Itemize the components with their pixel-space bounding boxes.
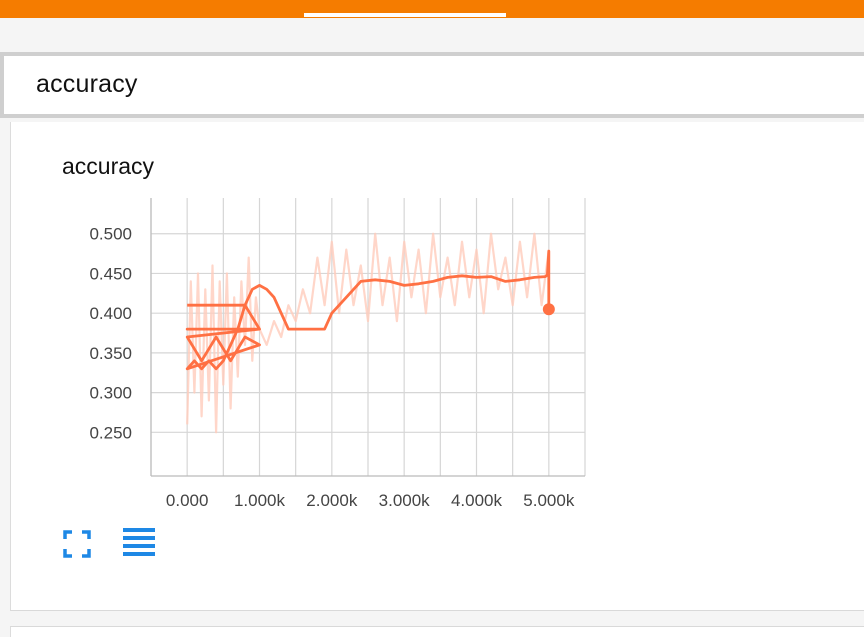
x-tick-label: 2.000k (306, 491, 358, 510)
y-tick-label: 0.450 (89, 264, 132, 283)
expand-button[interactable] (63, 530, 91, 558)
data-table-icon (123, 528, 155, 556)
series-end-point (542, 303, 555, 316)
card-title: accuracy (62, 153, 155, 179)
data-table-button[interactable] (121, 526, 157, 562)
y-tick-label: 0.250 (89, 423, 132, 442)
active-tab-indicator (304, 13, 506, 17)
fullscreen-icon (63, 530, 91, 558)
chart-card: accuracy 0.500 0.450 0.400 0.350 0.300 0.250 0… (10, 122, 864, 611)
section-title: accuracy (36, 70, 138, 98)
section-header[interactable]: accuracy (0, 52, 864, 118)
x-tick-label: 3.000k (379, 491, 431, 510)
y-tick-label: 0.400 (89, 304, 132, 323)
y-tick-label: 0.500 (89, 225, 132, 244)
series-line-raw (186, 232, 550, 434)
series-line-smoothed (185, 249, 551, 371)
top-app-bar (0, 0, 864, 18)
y-tick-label: 0.300 (89, 384, 132, 403)
x-tick-label: 4.000k (451, 491, 503, 510)
x-tick-label: 1.000k (234, 491, 286, 510)
x-tick-label: 0.000 (166, 491, 209, 510)
x-tick-label: 5.000k (523, 491, 575, 510)
accuracy-chart: 0.500 0.450 0.400 0.350 0.300 0.250 0.000 1.000… (89, 198, 586, 510)
y-tick-label: 0.350 (89, 344, 132, 363)
